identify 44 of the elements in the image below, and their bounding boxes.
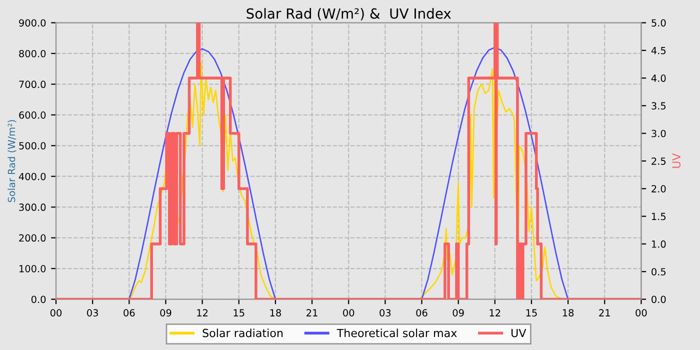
chart-title: Solar Rad (W/m²) & UV Index [246, 8, 451, 20]
y-tick-label: 0.0 [31, 296, 46, 304]
x-tick-label: 18 [562, 309, 574, 316]
y2-tick-label: 1.5 [652, 212, 666, 220]
x-tick-label: 03 [380, 309, 391, 316]
y2-tick-label: 3.5 [652, 102, 666, 110]
x-tick-label: 15 [234, 309, 244, 316]
y2-tick-label: 4.5 [651, 47, 666, 54]
y2-tick-label: 2.0 [652, 185, 666, 192]
y-tick-label: 100.0 [20, 265, 46, 272]
x-tick-label: 00 [636, 309, 647, 316]
legend-label: Solar radiation [202, 328, 283, 338]
y-tick-label: 800.0 [19, 50, 46, 58]
x-tick-label: 21 [306, 309, 318, 316]
x-tick-label: 00 [343, 309, 354, 316]
y-tick-label: 500.0 [19, 142, 46, 150]
y2-tick-label: 1.0 [652, 240, 666, 248]
y-tick-label: 700.0 [19, 80, 46, 88]
y-tick-label: 200.0 [19, 234, 46, 242]
x-tick-label: 12 [490, 309, 500, 316]
y2-tick-label: 5.0 [652, 19, 666, 27]
x-tick-label: 06 [124, 309, 135, 316]
x-tick-label: 00 [50, 309, 62, 316]
y-tick-label: 600.0 [19, 111, 46, 119]
x-tick-label: 09 [452, 309, 464, 316]
y-axis-title: Solar Rad (W/m²) [8, 120, 16, 202]
y2-tick-label: 0.0 [652, 296, 666, 304]
y2-tick-label: 0.5 [652, 268, 666, 276]
y-tick-label: 300.0 [19, 204, 46, 211]
y-tick-label: 400.0 [18, 172, 46, 180]
legend-label: UV [512, 328, 526, 338]
y-tick-label: 900.0 [19, 19, 46, 27]
legend-label: Theoretical solar max [336, 328, 457, 338]
x-tick-label: 18 [270, 309, 281, 316]
x-tick-label: 15 [526, 309, 537, 316]
x-tick-label: 03 [87, 309, 98, 316]
x-tick-label: 09 [160, 309, 172, 316]
y2-tick-label: 2.5 [652, 157, 666, 165]
y2-tick-label: 3.0 [652, 130, 666, 138]
x-tick-label: 21 [599, 309, 610, 316]
y2-axis-title: UV [672, 153, 681, 168]
y2-tick-label: 4.0 [651, 74, 666, 82]
x-tick-label: 12 [197, 309, 208, 316]
x-tick-label: 06 [416, 309, 428, 316]
